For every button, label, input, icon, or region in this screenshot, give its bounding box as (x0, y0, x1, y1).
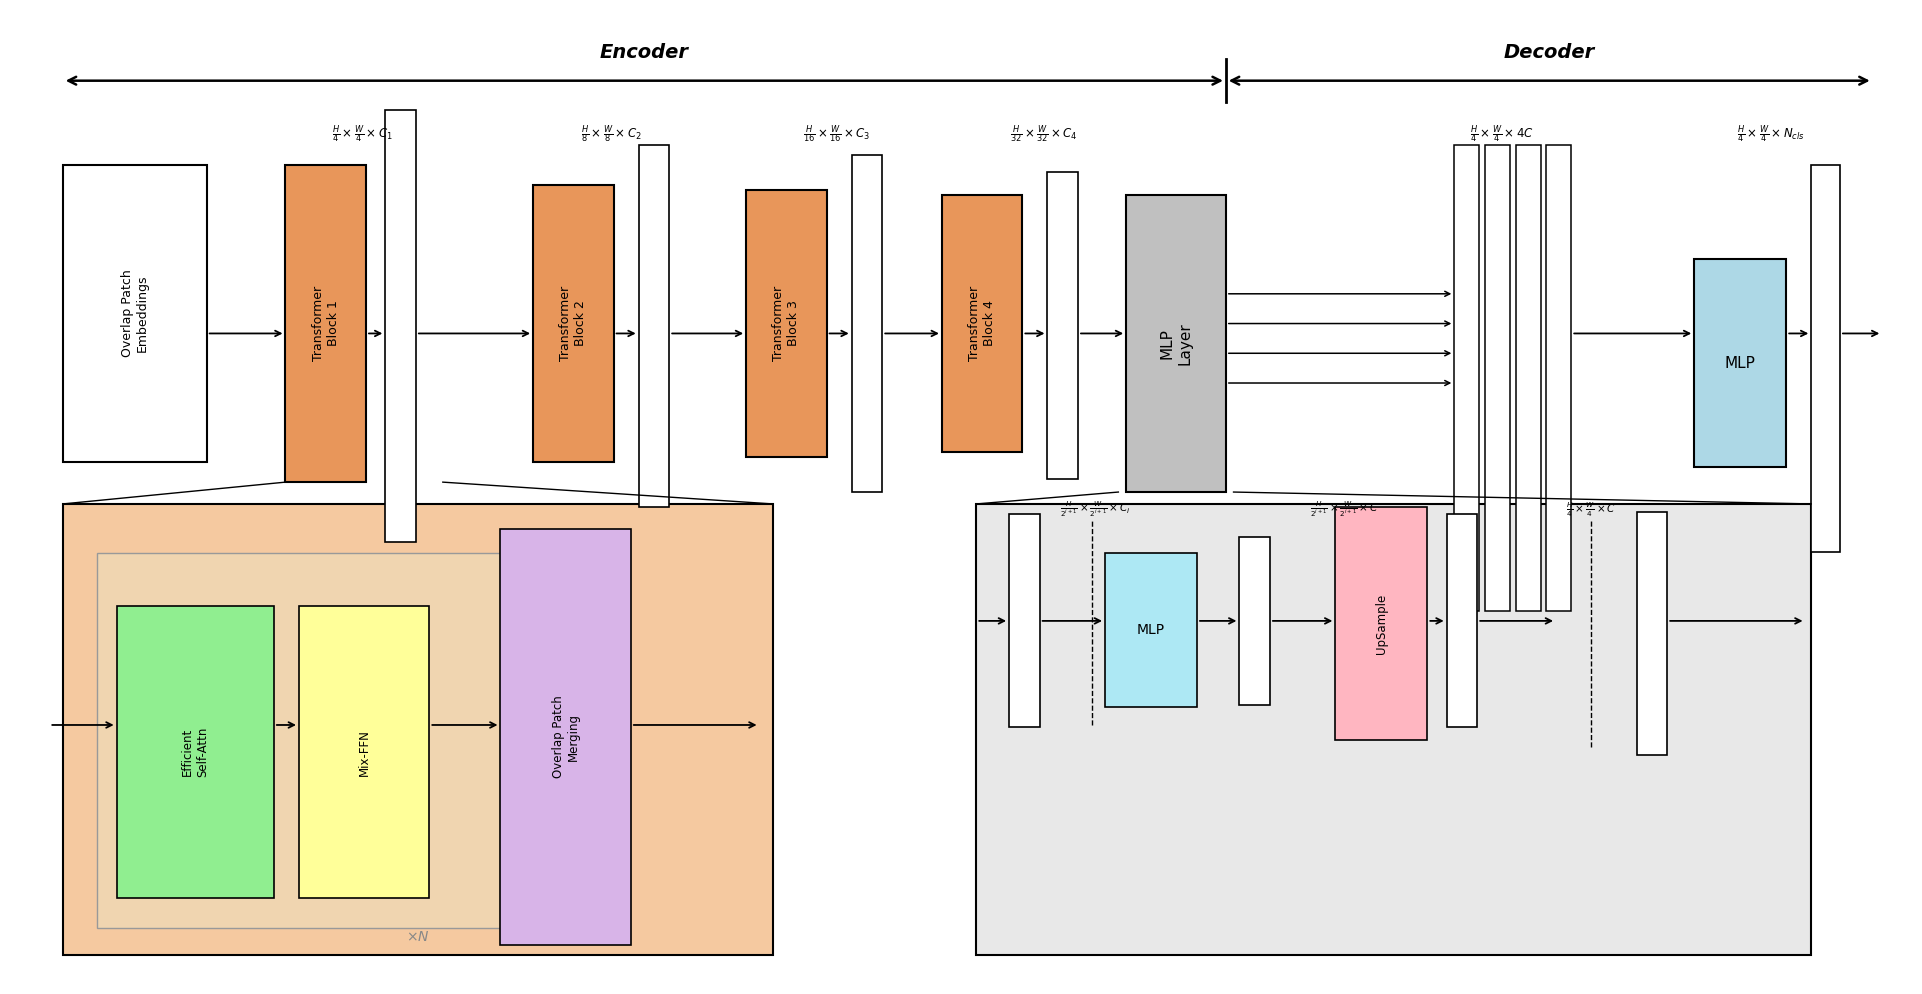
FancyBboxPatch shape (1693, 259, 1786, 467)
Text: $\frac{H}{4}\times\frac{W}{4}\times 4C$: $\frac{H}{4}\times\frac{W}{4}\times 4C$ (1470, 123, 1534, 145)
FancyBboxPatch shape (1486, 145, 1511, 611)
FancyBboxPatch shape (1636, 512, 1666, 754)
Text: Efficient
Self-Attn: Efficient Self-Attn (181, 727, 209, 777)
Text: $\frac{H}{32}\times\frac{W}{32}\times C_4$: $\frac{H}{32}\times\frac{W}{32}\times C_… (1009, 123, 1078, 145)
Text: Transformer
Block 3: Transformer Block 3 (773, 286, 800, 361)
Text: $\frac{H}{16}\times\frac{W}{16}\times C_3$: $\frac{H}{16}\times\frac{W}{16}\times C_… (803, 123, 871, 145)
Text: Encoder: Encoder (600, 44, 688, 63)
FancyBboxPatch shape (1336, 507, 1428, 740)
FancyBboxPatch shape (851, 155, 882, 492)
Text: Overlap Patch
Embeddings: Overlap Patch Embeddings (121, 269, 148, 358)
FancyBboxPatch shape (298, 606, 429, 899)
Text: $\frac{H}{4}\times\frac{W}{4}\times C_1$: $\frac{H}{4}\times\frac{W}{4}\times C_1$ (333, 123, 392, 145)
FancyBboxPatch shape (1126, 195, 1226, 492)
Text: Transformer
Block 2: Transformer Block 2 (559, 286, 588, 361)
Text: Overlap Patch
Merging: Overlap Patch Merging (552, 696, 580, 778)
FancyBboxPatch shape (1447, 514, 1478, 727)
Text: Mix-FFN: Mix-FFN (357, 729, 371, 775)
FancyBboxPatch shape (746, 190, 826, 457)
Text: $\frac{H}{4}\times\frac{W}{4}\times C$: $\frac{H}{4}\times\frac{W}{4}\times C$ (1566, 500, 1616, 519)
FancyBboxPatch shape (98, 554, 509, 928)
FancyBboxPatch shape (1009, 514, 1040, 727)
FancyBboxPatch shape (942, 195, 1023, 452)
FancyBboxPatch shape (63, 165, 208, 462)
FancyBboxPatch shape (500, 529, 630, 945)
Text: Transformer
Block 4: Transformer Block 4 (969, 286, 996, 361)
FancyBboxPatch shape (976, 504, 1811, 955)
Text: MLP: MLP (1138, 623, 1165, 637)
FancyBboxPatch shape (1047, 172, 1078, 479)
FancyBboxPatch shape (1240, 537, 1270, 705)
Text: $\frac{H}{8}\times\frac{W}{8}\times C_2$: $\frac{H}{8}\times\frac{W}{8}\times C_2$ (580, 123, 642, 145)
Text: MLP: MLP (1724, 356, 1755, 371)
FancyBboxPatch shape (638, 145, 669, 507)
Text: $\frac{H}{4}\times\frac{W}{4}\times N_{cls}$: $\frac{H}{4}\times\frac{W}{4}\times N_{c… (1737, 123, 1805, 145)
FancyBboxPatch shape (1516, 145, 1541, 611)
Text: UpSample: UpSample (1374, 593, 1388, 653)
FancyBboxPatch shape (286, 165, 365, 482)
FancyBboxPatch shape (1547, 145, 1572, 611)
FancyBboxPatch shape (63, 504, 773, 955)
FancyBboxPatch shape (384, 110, 415, 542)
Text: MLP
Layer: MLP Layer (1159, 322, 1192, 365)
Text: $\times N$: $\times N$ (406, 930, 431, 944)
Text: $\frac{H}{2^{i+1}}\times\frac{W}{2^{i+1}}\times C_i$: $\frac{H}{2^{i+1}}\times\frac{W}{2^{i+1}… (1059, 499, 1130, 519)
Text: Transformer
Block 1: Transformer Block 1 (311, 286, 340, 361)
Text: $\frac{H}{2^{i+1}}\times\frac{W}{2^{i+1}}\times C$: $\frac{H}{2^{i+1}}\times\frac{W}{2^{i+1}… (1311, 499, 1380, 519)
FancyBboxPatch shape (1811, 165, 1839, 552)
FancyBboxPatch shape (1105, 554, 1197, 707)
FancyBboxPatch shape (1455, 145, 1480, 611)
Text: Decoder: Decoder (1503, 44, 1595, 63)
FancyBboxPatch shape (532, 185, 613, 462)
FancyBboxPatch shape (117, 606, 275, 899)
